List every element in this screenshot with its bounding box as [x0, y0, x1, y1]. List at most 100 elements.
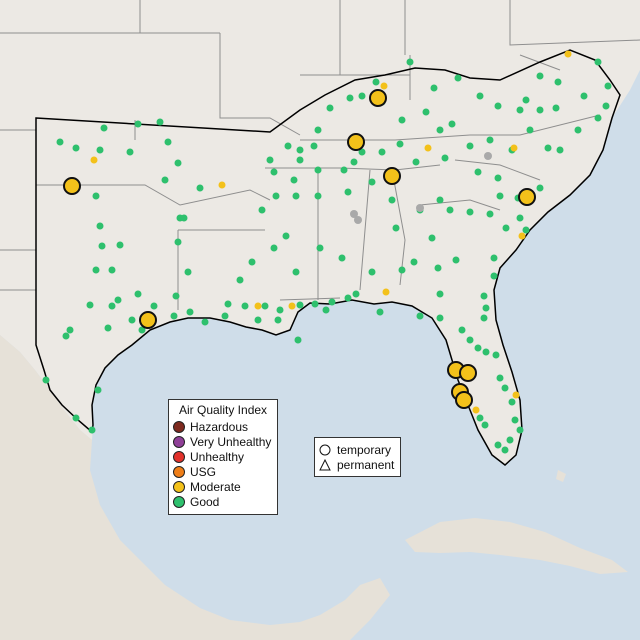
good-site-marker — [314, 192, 322, 200]
inactive-site-marker — [416, 204, 424, 212]
aqi-legend-title: Air Quality Index — [179, 403, 268, 417]
good-site-marker — [522, 226, 530, 234]
state-borders — [0, 0, 640, 310]
good-site-marker — [406, 58, 414, 66]
good-site-marker — [270, 168, 278, 176]
good-site-marker — [506, 436, 514, 444]
good-site-marker — [358, 92, 366, 100]
good-site-marker — [594, 58, 602, 66]
good-site-marker — [501, 446, 509, 454]
good-site-marker — [372, 78, 380, 86]
good-site-marker — [72, 144, 80, 152]
good-site-marker — [574, 126, 582, 134]
good-site-marker — [482, 304, 490, 312]
good-site-marker — [138, 326, 146, 334]
good-site-marker — [396, 140, 404, 148]
good-site-marker — [511, 416, 519, 424]
good-site-marker — [316, 244, 324, 252]
good-site-marker — [116, 241, 124, 249]
legend-label: Very Unhealthy — [190, 435, 272, 449]
legend-label: permanent — [337, 457, 395, 472]
good-site-marker — [174, 238, 182, 246]
moderate-site-marker — [424, 144, 432, 152]
good-site-marker — [108, 302, 116, 310]
moderate-site-marker — [288, 302, 296, 310]
good-site-marker — [311, 300, 319, 308]
moderate-site-marker — [510, 144, 518, 152]
good-site-marker — [94, 386, 102, 394]
moderate-site-marker — [380, 82, 388, 90]
good-site-marker — [134, 120, 142, 128]
good-site-marker — [221, 312, 229, 320]
temporary-moderate-site-marker — [455, 391, 473, 409]
good-site-marker — [398, 116, 406, 124]
good-site-marker — [502, 224, 510, 232]
good-site-marker — [490, 254, 498, 262]
moderate-swatch-icon — [173, 481, 185, 493]
good-site-marker — [378, 148, 386, 156]
temporary-moderate-site-marker — [459, 364, 477, 382]
good-site-marker — [486, 210, 494, 218]
good-site-marker — [98, 242, 106, 250]
good-site-marker — [508, 398, 516, 406]
hazardous-swatch-icon — [173, 421, 185, 433]
good-site-marker — [536, 184, 544, 192]
good-site-marker — [452, 256, 460, 264]
legend-item-hazardous: Hazardous — [173, 420, 248, 434]
good-site-marker — [174, 159, 182, 167]
moderate-site-marker — [218, 181, 226, 189]
good-site-marker — [554, 78, 562, 86]
good-site-marker — [328, 298, 336, 306]
good-site-marker — [180, 214, 188, 222]
good-site-marker — [108, 266, 116, 274]
good-site-marker — [436, 290, 444, 298]
good-site-marker — [448, 120, 456, 128]
good-site-marker — [481, 421, 489, 429]
cuba-island — [405, 518, 628, 574]
good-site-marker — [296, 156, 304, 164]
good-site-marker — [248, 258, 256, 266]
good-site-marker — [358, 148, 366, 156]
good-site-marker — [428, 234, 436, 242]
good-site-marker — [150, 302, 158, 310]
good-site-marker — [284, 142, 292, 150]
good-site-marker — [241, 302, 249, 310]
inactive-site-marker — [350, 210, 358, 218]
good-site-marker — [338, 254, 346, 262]
good-site-marker — [516, 106, 524, 114]
good-site-marker — [476, 92, 484, 100]
aqi-legend: Air Quality Index Hazardous Very Unhealt… — [168, 399, 278, 515]
good-site-marker — [92, 266, 100, 274]
good-site-marker — [201, 318, 209, 326]
good-site-marker — [56, 138, 64, 146]
temporary-moderate-site-marker — [347, 133, 365, 151]
triangle-icon — [319, 458, 331, 470]
good-site-marker — [466, 142, 474, 150]
good-site-marker — [454, 74, 462, 82]
good-site-marker — [346, 94, 354, 102]
good-site-marker — [436, 126, 444, 134]
good-site-marker — [96, 146, 104, 154]
legend-label: USG — [190, 465, 217, 479]
good-site-marker — [430, 84, 438, 92]
good-site-marker — [62, 332, 70, 340]
good-site-marker — [482, 348, 490, 356]
legend-label: temporary — [337, 442, 392, 457]
good-site-marker — [224, 300, 232, 308]
legend-label: Hazardous — [190, 420, 249, 434]
good-site-marker — [196, 184, 204, 192]
good-site-marker — [368, 268, 376, 276]
good-site-marker — [441, 154, 449, 162]
good-site-marker — [522, 96, 530, 104]
inactive-site-marker — [354, 216, 362, 224]
good-site-marker — [161, 176, 169, 184]
good-site-marker — [492, 351, 500, 359]
good-site-marker — [494, 102, 502, 110]
good-site-marker — [476, 414, 484, 422]
good-site-marker — [92, 192, 100, 200]
monitor-sites — [42, 50, 612, 454]
good-site-marker — [494, 441, 502, 449]
circle-icon — [319, 444, 331, 455]
good-site-marker — [156, 118, 164, 126]
good-site-marker — [594, 114, 602, 122]
